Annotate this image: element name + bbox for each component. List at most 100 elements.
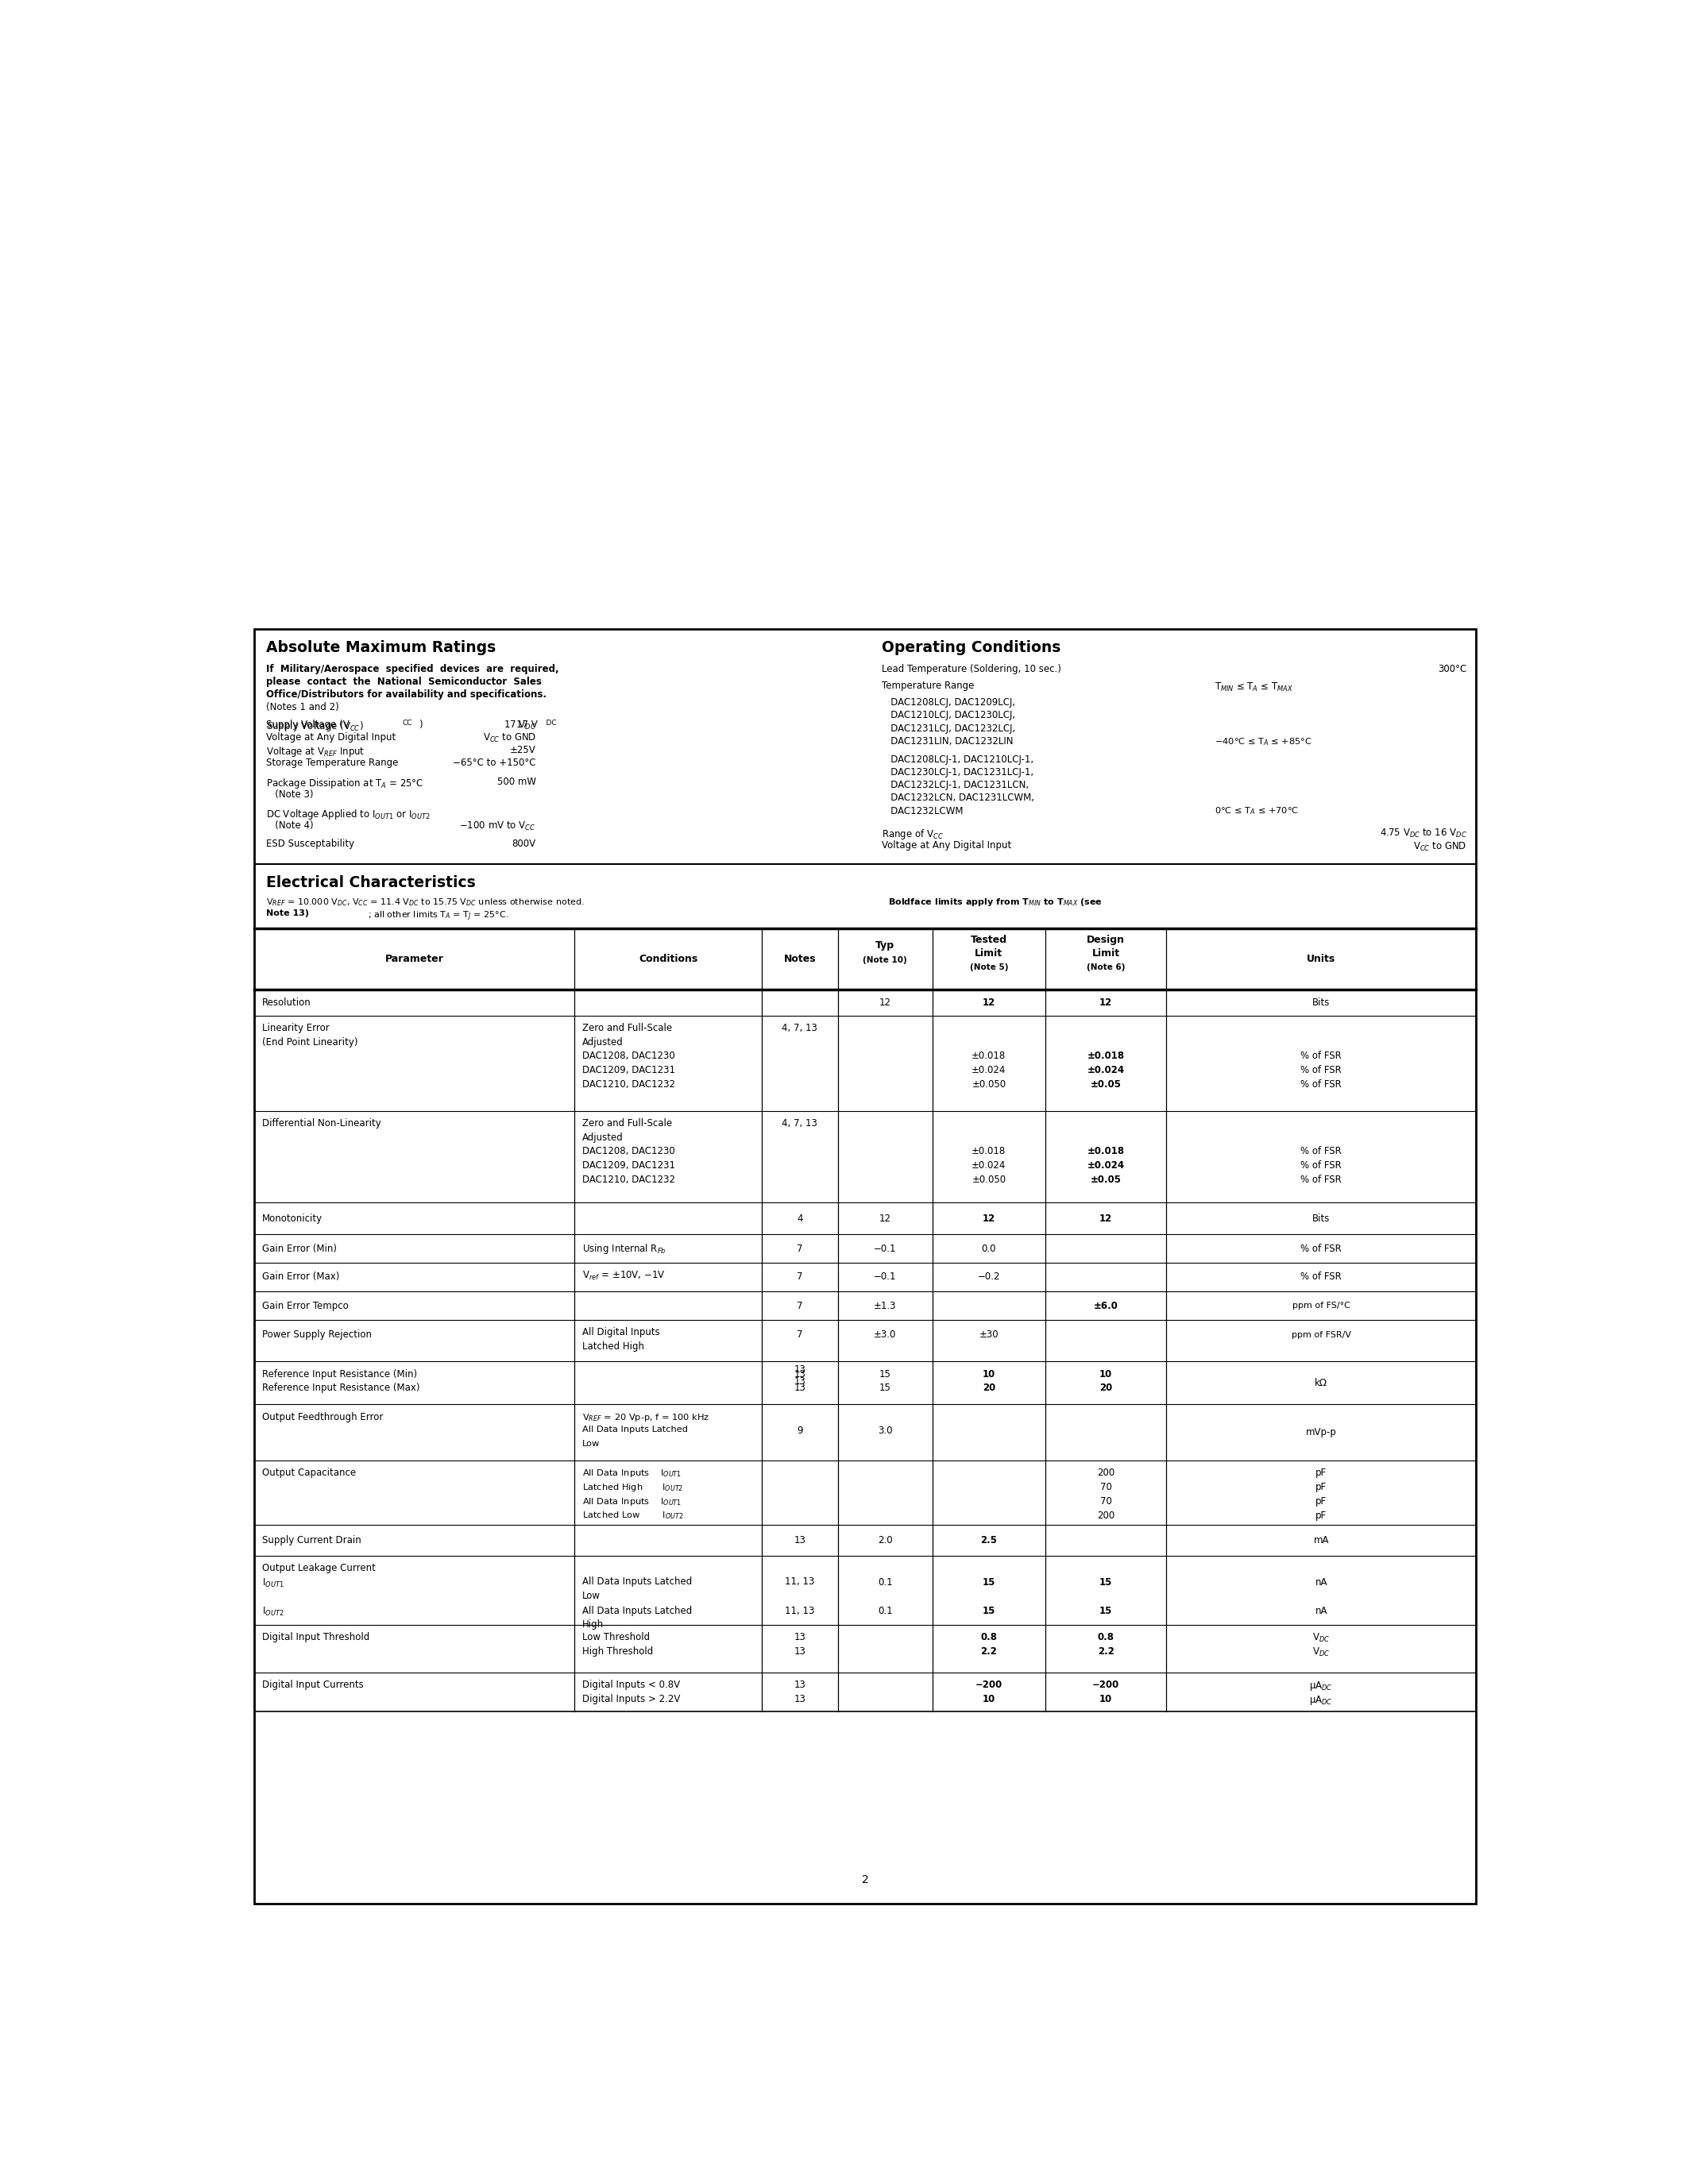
Text: Typ: Typ <box>876 941 895 950</box>
Text: Package Dissipation at T$_A$ = 25°C: Package Dissipation at T$_A$ = 25°C <box>267 775 424 791</box>
Text: Design: Design <box>1087 935 1124 946</box>
Text: Adjusted: Adjusted <box>582 1131 623 1142</box>
Text: ±0.018: ±0.018 <box>1087 1051 1124 1061</box>
Text: % of FSR: % of FSR <box>1301 1175 1342 1184</box>
Text: (Note 5): (Note 5) <box>969 963 1008 972</box>
Text: −200: −200 <box>1092 1679 1119 1690</box>
Text: −65°C to +150°C: −65°C to +150°C <box>452 758 537 769</box>
Text: DC Voltage Applied to I$_{OUT1}$ or I$_{OUT2}$: DC Voltage Applied to I$_{OUT1}$ or I$_{… <box>267 808 430 821</box>
Text: DAC1232LCJ-1, DAC1231LCN,: DAC1232LCJ-1, DAC1231LCN, <box>883 780 1030 791</box>
Text: ±0.018: ±0.018 <box>1087 1147 1124 1158</box>
Text: Reference Input Resistance (Max): Reference Input Resistance (Max) <box>262 1382 420 1393</box>
Text: ; all other limits T$_A$ = T$_J$ = 25°C.: ; all other limits T$_A$ = T$_J$ = 25°C. <box>368 911 510 922</box>
Text: Lead Temperature (Soldering, 10 sec.): Lead Temperature (Soldering, 10 sec.) <box>883 664 1062 675</box>
Text: Latched High: Latched High <box>582 1341 645 1352</box>
Text: Range of V$_{CC}$: Range of V$_{CC}$ <box>883 828 944 841</box>
Text: 9: 9 <box>797 1426 803 1437</box>
Text: 15: 15 <box>982 1605 996 1616</box>
Text: (Note 4): (Note 4) <box>267 821 314 830</box>
Text: ±1.3: ±1.3 <box>874 1299 896 1310</box>
Text: 12: 12 <box>1099 998 1112 1007</box>
Text: 0.8: 0.8 <box>981 1631 998 1642</box>
Text: 12: 12 <box>982 998 996 1007</box>
Text: V$_{DC}$: V$_{DC}$ <box>1313 1647 1330 1658</box>
Text: V$_{CC}$ to GND: V$_{CC}$ to GND <box>1413 841 1467 852</box>
Text: 13: 13 <box>793 1369 805 1380</box>
Text: DAC1210, DAC1232: DAC1210, DAC1232 <box>582 1175 675 1184</box>
Text: kΩ: kΩ <box>1315 1378 1328 1389</box>
Text: 200: 200 <box>1097 1468 1114 1479</box>
Text: ±0.050: ±0.050 <box>972 1175 1006 1184</box>
Text: 7: 7 <box>797 1243 803 1254</box>
Text: All Data Inputs    I$_{OUT1}$: All Data Inputs I$_{OUT1}$ <box>582 1468 682 1479</box>
Text: T$_{MIN}$ ≤ T$_A$ ≤ T$_{MAX}$: T$_{MIN}$ ≤ T$_A$ ≤ T$_{MAX}$ <box>1214 681 1293 692</box>
Text: ±0.05: ±0.05 <box>1090 1175 1121 1184</box>
Text: nA: nA <box>1315 1605 1327 1616</box>
Text: 12: 12 <box>982 1214 996 1223</box>
Text: DAC1232LCN, DAC1231LCWM,: DAC1232LCN, DAC1231LCWM, <box>883 793 1035 804</box>
Text: 15: 15 <box>1099 1577 1112 1588</box>
Text: Output Leakage Current: Output Leakage Current <box>262 1564 376 1572</box>
Text: V$_{REF}$ = 20 Vp-p, f = 100 kHz: V$_{REF}$ = 20 Vp-p, f = 100 kHz <box>582 1411 709 1422</box>
Text: 13: 13 <box>793 1679 805 1690</box>
Text: % of FSR: % of FSR <box>1301 1271 1342 1282</box>
Text: Adjusted: Adjusted <box>582 1037 623 1046</box>
Text: ±0.024: ±0.024 <box>972 1160 1006 1171</box>
Text: 2.0: 2.0 <box>878 1535 893 1546</box>
Text: 12: 12 <box>879 1214 891 1223</box>
Text: 10: 10 <box>982 1693 996 1704</box>
Text: 12: 12 <box>879 998 891 1007</box>
Text: 7: 7 <box>797 1271 803 1282</box>
Text: If  Military/Aerospace  specified  devices  are  required,: If Military/Aerospace specified devices … <box>267 664 559 675</box>
Text: DAC1231LIN, DAC1232LIN: DAC1231LIN, DAC1232LIN <box>883 736 1013 747</box>
Text: Storage Temperature Range: Storage Temperature Range <box>267 758 398 769</box>
Text: 13
13: 13 13 <box>793 1365 805 1387</box>
Text: Boldface limits apply from T$_{MIN}$ to T$_{MAX}$ (see: Boldface limits apply from T$_{MIN}$ to … <box>888 898 1102 909</box>
Text: −100 mV to V$_{CC}$: −100 mV to V$_{CC}$ <box>459 821 537 832</box>
Text: Conditions: Conditions <box>638 954 697 965</box>
Text: −200: −200 <box>976 1679 1003 1690</box>
Text: Monotonicity: Monotonicity <box>262 1214 322 1223</box>
Text: 0.1: 0.1 <box>878 1605 893 1616</box>
Text: Output Feedthrough Error: Output Feedthrough Error <box>262 1411 383 1422</box>
Text: Power Supply Rejection: Power Supply Rejection <box>262 1330 371 1339</box>
Text: 0°C ≤ T$_A$ ≤ +70°C: 0°C ≤ T$_A$ ≤ +70°C <box>1214 806 1298 817</box>
Text: Voltage at Any Digital Input: Voltage at Any Digital Input <box>883 841 1011 852</box>
Text: All Data Inputs Latched: All Data Inputs Latched <box>582 1605 692 1616</box>
Text: 20: 20 <box>982 1382 996 1393</box>
Text: Tested: Tested <box>971 935 1008 946</box>
Text: Latched Low        I$_{OUT2}$: Latched Low I$_{OUT2}$ <box>582 1509 684 1520</box>
Text: ±0.018: ±0.018 <box>972 1051 1006 1061</box>
Text: % of FSR: % of FSR <box>1301 1051 1342 1061</box>
Text: 10: 10 <box>982 1369 996 1380</box>
Text: Parameter: Parameter <box>385 954 444 965</box>
Text: 500 mW: 500 mW <box>498 775 537 786</box>
Text: High: High <box>582 1621 604 1629</box>
Text: Supply Voltage (V$_{CC}$): Supply Voltage (V$_{CC}$) <box>267 719 365 734</box>
Text: Using Internal R$_{Fb}$: Using Internal R$_{Fb}$ <box>582 1243 667 1256</box>
Text: 800V: 800V <box>511 839 537 850</box>
Text: Gain Error Tempco: Gain Error Tempco <box>262 1299 348 1310</box>
Text: Office/Distributors for availability and specifications.: Office/Distributors for availability and… <box>267 690 547 699</box>
Text: DAC1209, DAC1231: DAC1209, DAC1231 <box>582 1160 675 1171</box>
Text: Voltage at V$_{REF}$ Input: Voltage at V$_{REF}$ Input <box>267 745 365 758</box>
Text: ±6.0: ±6.0 <box>1094 1299 1117 1310</box>
Text: I$_{OUT1}$: I$_{OUT1}$ <box>262 1577 284 1588</box>
Text: DAC1210LCJ, DAC1230LCJ,: DAC1210LCJ, DAC1230LCJ, <box>883 710 1016 721</box>
Text: (Note 10): (Note 10) <box>863 957 906 965</box>
Text: Bits: Bits <box>1312 998 1330 1007</box>
Text: 13: 13 <box>793 1647 805 1655</box>
Text: 7: 7 <box>797 1330 803 1339</box>
Text: ±3.0: ±3.0 <box>874 1330 896 1339</box>
Text: % of FSR: % of FSR <box>1301 1243 1342 1254</box>
Text: Voltage at Any Digital Input: Voltage at Any Digital Input <box>267 732 397 743</box>
Text: (Notes 1 and 2): (Notes 1 and 2) <box>267 703 339 712</box>
Text: 15: 15 <box>1099 1605 1112 1616</box>
Text: ±0.050: ±0.050 <box>972 1079 1006 1090</box>
Text: V$_{DC}$: V$_{DC}$ <box>1313 1631 1330 1645</box>
Text: ±0.018: ±0.018 <box>972 1147 1006 1158</box>
Text: V$_{REF}$ = 10.000 V$_{DC}$, V$_{CC}$ = 11.4 V$_{DC}$ to 15.75 V$_{DC}$ unless o: V$_{REF}$ = 10.000 V$_{DC}$, V$_{CC}$ = … <box>267 898 589 909</box>
Text: 4, 7, 13: 4, 7, 13 <box>782 1022 817 1033</box>
Text: 0.0: 0.0 <box>981 1243 996 1254</box>
Text: 0.1: 0.1 <box>878 1577 893 1588</box>
